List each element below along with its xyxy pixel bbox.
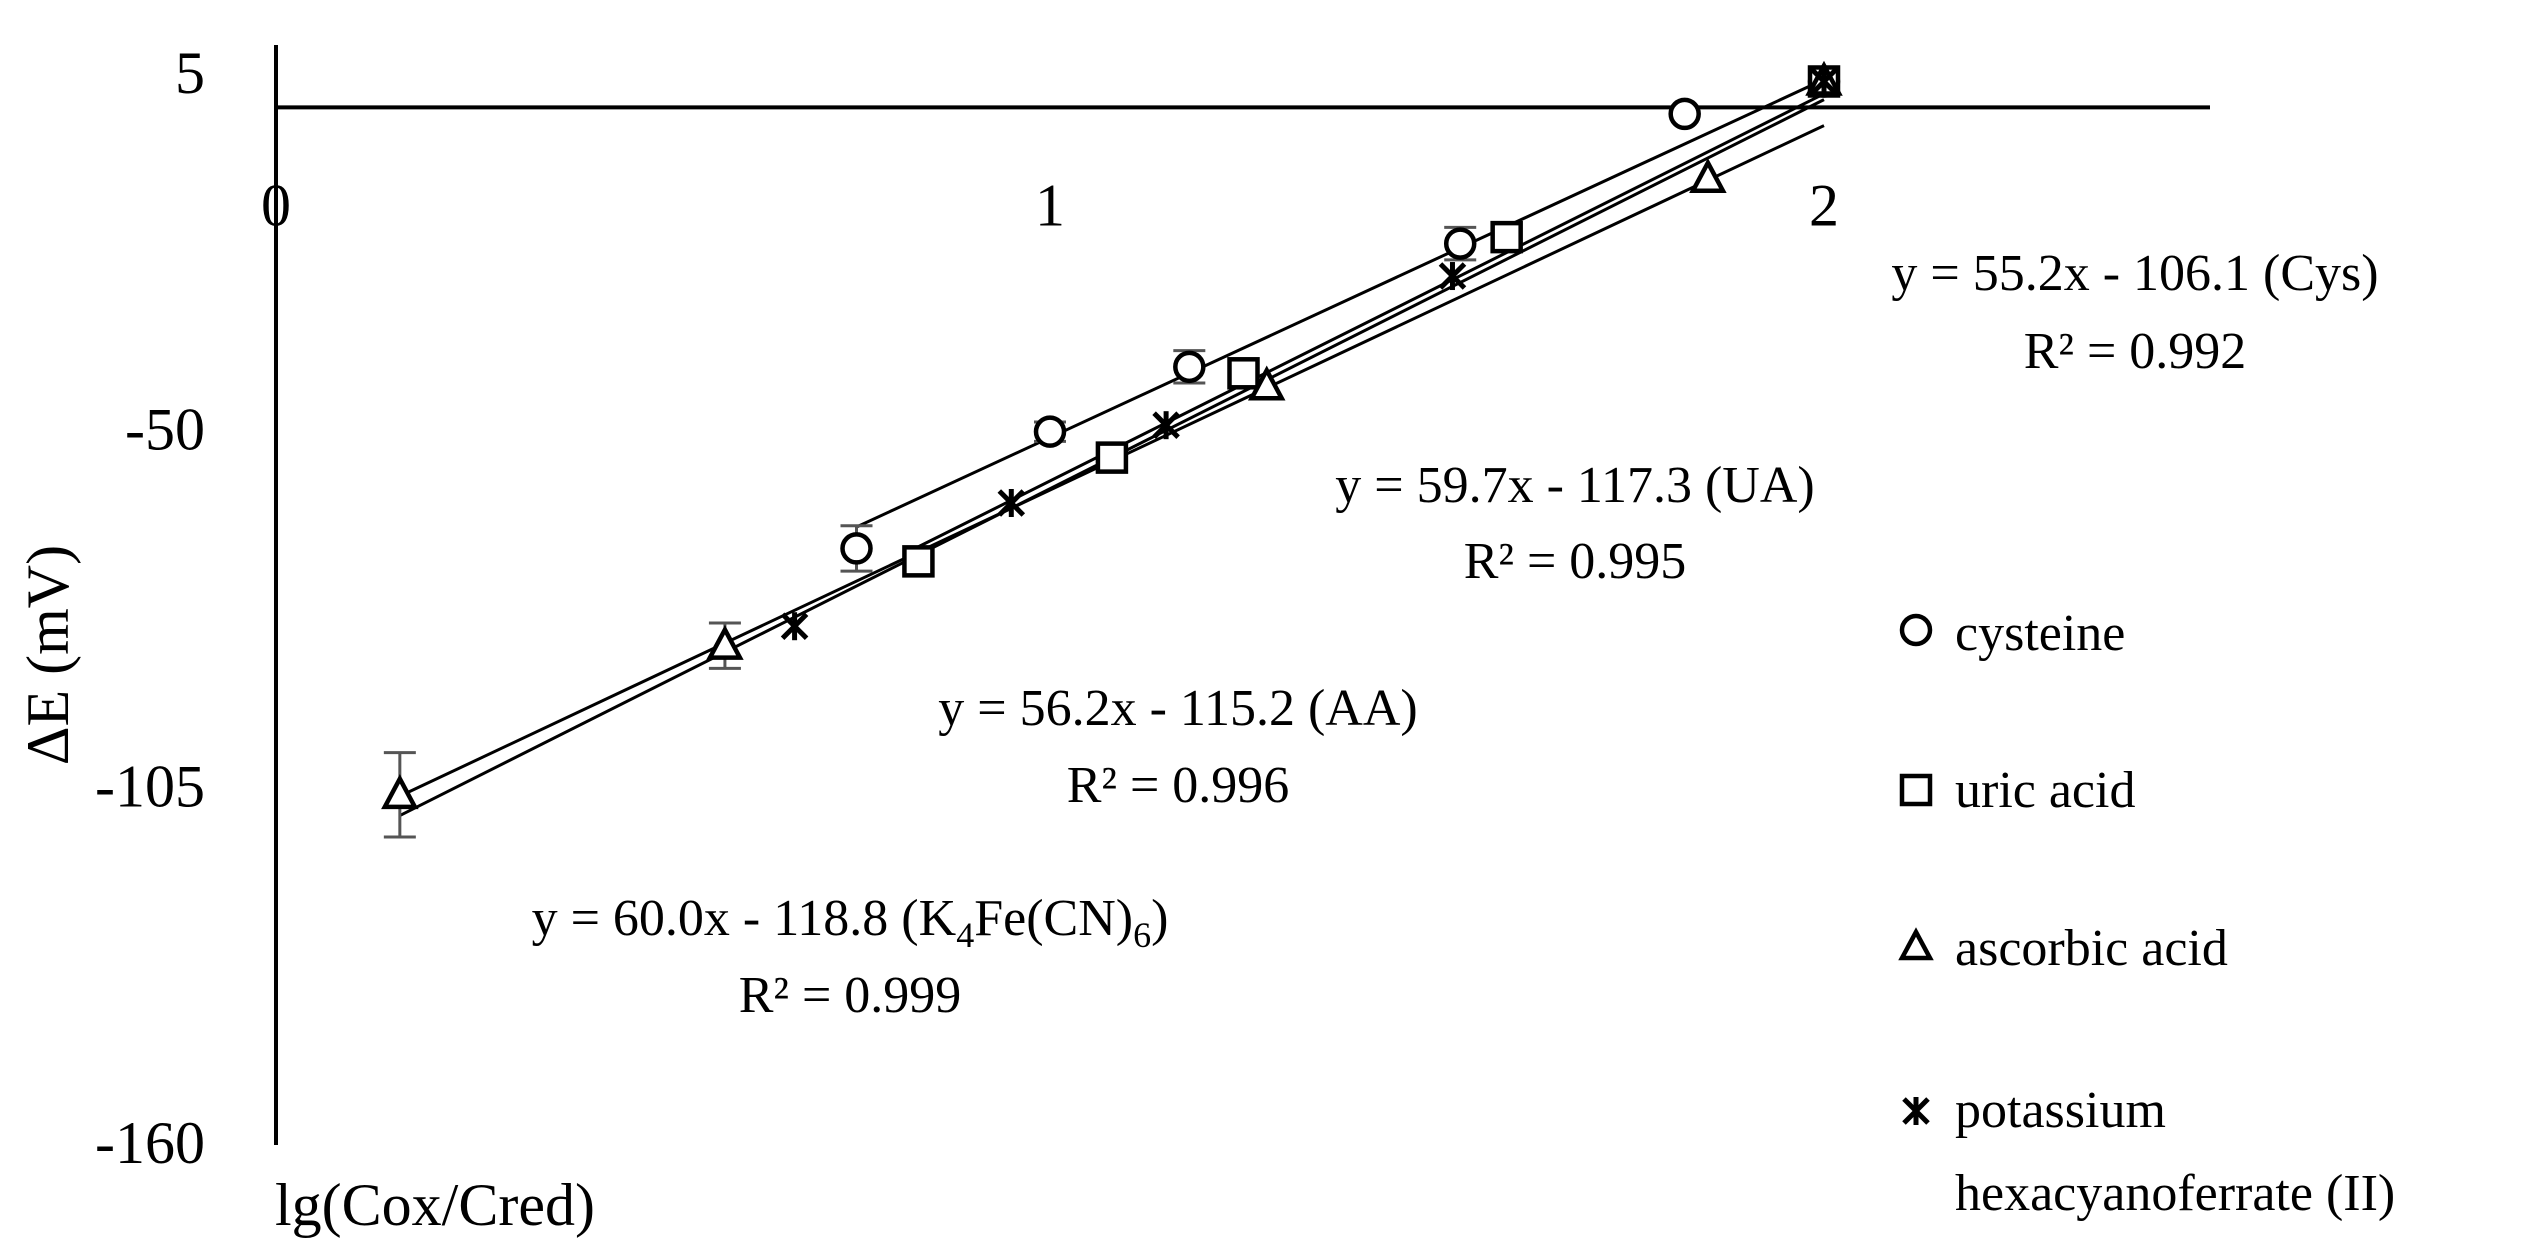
data-markers: [381, 60, 1843, 810]
y-tick-label: -160: [95, 1110, 205, 1176]
data-point-square: [1490, 220, 1523, 254]
legend-label-potassium: potassium: [1955, 1082, 2166, 1139]
data-point-circle: [1668, 97, 1701, 131]
r2-k4fe-text: R² = 0.999: [739, 967, 962, 1024]
legend-label-cysteine: cysteine: [1955, 605, 2125, 662]
data-point-asterisk: [1152, 411, 1180, 440]
equation-k4fe-prefix: y = 60.0x - 118.8 (K: [532, 890, 957, 947]
data-point-asterisk: [1438, 262, 1467, 291]
x-tick-label: 0: [261, 172, 291, 238]
equation-k4fe-mid: Fe(CN): [974, 890, 1133, 947]
data-point-asterisk: [780, 612, 809, 641]
equation-k4fe: y = 60.0x - 118.8 (K4Fe(CN)6) R² = 0.999: [532, 890, 1169, 1024]
legend-item-uric-acid: uric acid: [1899, 762, 2135, 819]
legend-marker-circle: [1899, 613, 1933, 647]
data-point-circle: [1033, 415, 1067, 448]
r2-aa-text: R² = 0.996: [1067, 757, 1290, 814]
legend-marker-asterisk: [1902, 1097, 1930, 1125]
tick-labels: 5 -50 -105 -160 0 1 2: [95, 40, 1839, 1176]
y-axis-title: ΔE (mV): [15, 545, 81, 765]
data-point-triangle: [706, 624, 744, 660]
error-bars: [383, 225, 1477, 839]
y-tick-label: -105: [95, 753, 205, 819]
equation-cys-text: y = 55.2x - 106.1 (Cys): [1891, 245, 2378, 302]
x-tick-label: 2: [1809, 172, 1839, 238]
legend-item-ascorbic-acid: ascorbic acid: [1898, 920, 2228, 977]
data-point-circle: [840, 532, 873, 565]
equation-k4fe-sub1: 4: [956, 915, 974, 955]
equation-ua-text: y = 59.7x - 117.3 (UA): [1335, 457, 1814, 514]
data-point-circle: [1443, 227, 1477, 260]
r2-ua-text: R² = 0.995: [1464, 533, 1687, 590]
data-point-triangle: [1689, 157, 1727, 194]
legend-label-ascorbic-acid: ascorbic acid: [1955, 920, 2228, 977]
legend-marker-square: [1899, 773, 1933, 807]
equation-cys: y = 55.2x - 106.1 (Cys) R² = 0.992: [1891, 245, 2378, 380]
equation-aa-text: y = 56.2x - 115.2 (AA): [938, 680, 1417, 737]
data-point-square: [1095, 441, 1129, 474]
axes: [274, 45, 2210, 1145]
legend-label-hexacyanoferrate: hexacyanoferrate (II): [1955, 1165, 2395, 1222]
equation-k4fe-suffix: ): [1151, 890, 1168, 947]
legend-item-potassium-hexacyanoferrate: potassium hexacyanoferrate (II): [1902, 1082, 2395, 1222]
data-point-asterisk: [997, 489, 1026, 517]
y-tick-label: 5: [175, 40, 205, 106]
equation-k4fe-sub2: 6: [1133, 915, 1151, 955]
legend: cysteine uric acid ascorbic acid potassi…: [1898, 605, 2395, 1222]
y-tick-label: -50: [125, 397, 205, 463]
data-point-square: [902, 545, 935, 578]
x-tick-label: 1: [1035, 172, 1065, 238]
data-point-square: [1227, 357, 1260, 390]
equation-aa: y = 56.2x - 115.2 (AA) R² = 0.996: [938, 680, 1417, 814]
trendline-1: [917, 92, 1825, 549]
equation-k4fe-text: y = 60.0x - 118.8 (K4Fe(CN)6): [532, 890, 1169, 955]
legend-marker-triangle: [1898, 927, 1934, 961]
x-axis-title: lg(Cox/Cred): [275, 1172, 595, 1238]
equation-ua: y = 59.7x - 117.3 (UA) R² = 0.995: [1335, 457, 1814, 590]
data-point-triangle: [1247, 365, 1286, 401]
legend-label-uric-acid: uric acid: [1955, 762, 2135, 819]
data-point-triangle: [381, 774, 419, 810]
r2-cys-text: R² = 0.992: [2024, 323, 2247, 380]
data-point-asterisk: [1810, 67, 1838, 96]
data-point-circle: [1173, 350, 1206, 384]
legend-item-cysteine: cysteine: [1899, 605, 2125, 662]
trendline-0: [855, 78, 1825, 529]
